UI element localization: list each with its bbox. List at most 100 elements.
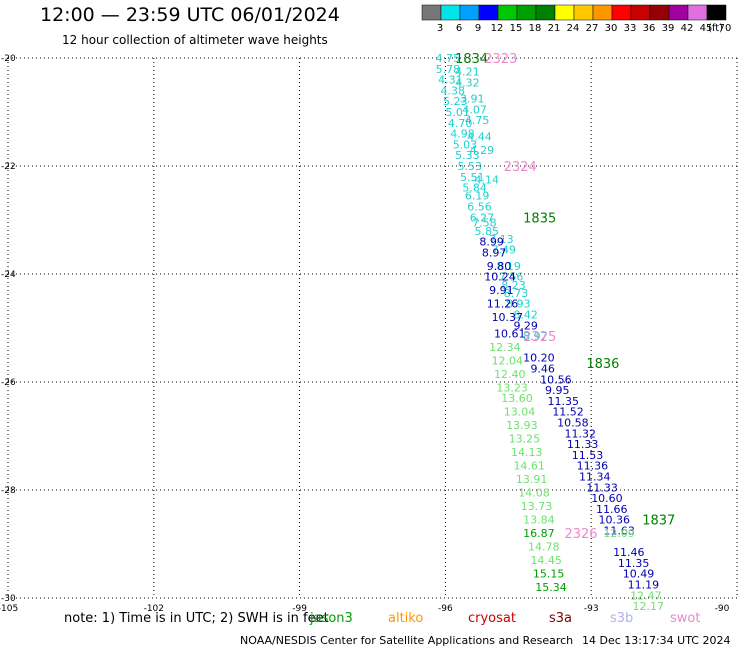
colorbar-tick-label: 12 [491,23,504,34]
colorbar-tick-label: 21 [548,23,561,34]
colorbar-tick-label: 30 [605,23,618,34]
wave-height-value: 11.46 [613,546,645,559]
wave-height-value: 11.34 [579,471,611,484]
wave-height-value: 10.24 [484,271,516,284]
latitude-label: -26 [1,378,16,388]
wave-height-value: 12.09 [603,527,635,540]
colorbar-tick-label: 15 [510,23,523,34]
wave-height-value: 8.93 [506,298,531,311]
wave-height-value: 9.29 [513,319,538,332]
wave-height-value: 6.19 [465,190,490,203]
wave-height-value: 11.66 [596,503,628,516]
wave-height-value: 3.91 [460,93,485,106]
wave-height-value: 4.38 [441,84,466,97]
wave-height-value: 5.23 [443,95,468,108]
colorbar-tick-label: 18 [529,23,542,34]
longitude-label: -90 [715,604,730,614]
timestamp: 14 Dec 13:17:34 UTC 2024 [582,634,731,647]
map-title: 12:00 — 23:59 UTC 06/01/2024 [40,4,340,26]
wave-height-value: 8.97 [482,246,507,259]
wave-height-value: 14.45 [530,554,562,567]
wave-height-value: 14.78 [528,541,560,554]
legend-cryosat: cryosat [468,611,516,626]
wave-height-value: 11.19 [628,579,660,592]
longitude-label: -93 [584,604,599,614]
wave-height-tracks: 4.755.784.314.385.235.014.704.985.035.33… [436,52,664,613]
wave-height-value: 11.33 [586,481,618,494]
wave-height-value: 14.61 [513,460,545,473]
wave-height-value: 4.29 [470,144,495,157]
wave-height-value: 4.44 [467,130,492,143]
colorbar-unit: (ft) [708,23,723,34]
pass-number-label: 2324 [504,160,537,175]
wave-height-value: 16.87 [523,527,555,540]
wave-height-value: 10.61 [494,327,526,340]
wave-height-value: 10.60 [591,492,623,505]
wave-height-value: 10.56 [540,373,572,386]
legend-s3b: s3b [610,611,634,626]
wave-height-value: 4.14 [475,174,500,187]
wave-height-value: 7.56 [499,271,524,284]
longitude-label: -102 [144,604,164,614]
legend-jason3: jason3 [310,611,353,626]
wave-height-value: 12.04 [492,354,524,367]
colorbar-tick-label: 33 [624,23,637,34]
wave-height-value: 13.25 [509,433,540,446]
colorbar-tick-label: 39 [662,23,675,34]
colorbar: 3 6 9 12 15 18 21 24 27 30 33 36 39 42 45 70 (ft) [421,4,731,34]
wave-height-value: 7.13 [489,233,514,246]
wave-height-value: 10.37 [492,311,524,324]
wave-height-value: 8.23 [501,279,526,292]
wave-height-value: 4.21 [455,66,480,79]
pass-number-label: 2323 [484,52,517,67]
wave-height-value: 5.03 [453,138,478,151]
wave-height-value: 12.17 [633,600,665,613]
wave-height-value: 13.60 [501,392,533,405]
wave-height-value: 14.13 [511,446,543,459]
wave-height-value: 8.19 [496,260,521,273]
wave-height-value: 9.91 [489,284,514,297]
wave-height-value: 11.32 [564,427,596,440]
wave-height-value: 12.40 [494,368,526,381]
wave-height-value: 11.26 [487,298,518,311]
wave-height-value: 9.95 [545,384,570,397]
wave-height-value: 12.34 [489,341,521,354]
longitude-labels: -105 -102 -99 -96 -93 -90 [0,604,730,614]
colorbar-tick-label: 36 [643,23,656,34]
wave-height-value: 5.33 [455,149,480,162]
wave-height-value: 11.36 [577,460,609,473]
pass-number-label: 1837 [642,514,675,529]
wave-height-value: 14.08 [518,487,550,500]
wave-height-value: 8.99 [479,236,504,249]
wave-height-value: 11.35 [547,395,579,408]
legend-s3a: s3a [549,611,573,626]
wave-height-value: 11.63 [603,525,635,538]
wave-height-value: 10.36 [598,514,630,527]
wave-height-value: 13.73 [521,500,553,513]
pass-number-label: 2326 [564,527,597,542]
colorbar-tick-label: 3 [437,23,443,34]
wave-height-value: 6.27 [470,211,495,224]
pass-number-label: 1836 [586,357,619,372]
wave-height-value: 13.91 [516,473,548,486]
wave-height-value: 13.84 [523,514,555,527]
wave-height-value: 4.31 [438,74,463,87]
colorbar-swatch [706,4,727,21]
wave-height-value: 10.58 [557,417,589,430]
longitude-label: -99 [292,604,307,614]
pass-number-label: 1834 [455,52,488,67]
wave-height-value: 5.85 [475,225,500,238]
wave-height-value: 8.42 [513,309,538,322]
longitude-label: -96 [438,604,453,614]
latitude-label: -22 [1,162,16,172]
wave-height-value: 13.04 [504,406,535,419]
wave-height-value: 13.93 [506,419,538,432]
wave-height-value: 9.80 [487,260,512,273]
colorbar-tick-label: 42 [681,23,694,34]
wave-height-value: 4.32 [455,76,480,89]
map-subtitle: 12 hour collection of altimeter wave hei… [62,33,328,47]
wave-height-value: 4.70 [448,117,473,130]
latitude-label: -24 [1,270,16,280]
